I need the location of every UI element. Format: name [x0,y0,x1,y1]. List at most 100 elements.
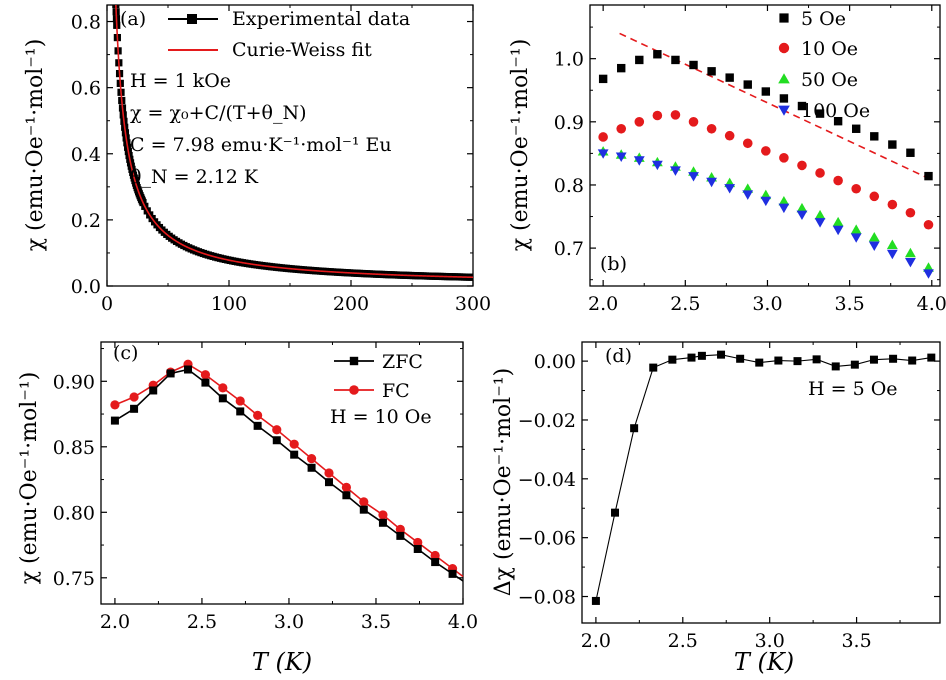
annotation: H = 5 Oe [808,378,898,400]
data-point [869,355,878,364]
data-point [906,148,915,157]
data-point [755,358,764,367]
data-point [218,394,227,403]
data-point [289,439,299,449]
series-100-oe [597,149,934,279]
y-tick-label: 0.0 [71,276,101,298]
data-point [670,166,681,176]
y-axis-label: χ (emu·Oe⁻¹·mol⁻¹) [23,39,48,252]
series-zfc [110,365,464,582]
data-point [598,74,608,84]
data-point [395,524,405,534]
data-point [129,392,139,402]
x-tick-label: 3.5 [835,293,865,315]
x-tick-label: 2.0 [100,611,130,633]
data-point [306,453,317,464]
data-point [671,55,680,65]
data-point [235,396,245,406]
panel-label: (a) [120,8,146,30]
data-point [725,73,734,82]
panel-label: (b) [600,253,627,275]
data-point [617,63,626,73]
data-point [831,362,840,371]
data-point [689,60,698,70]
y-tick-label: 1.0 [554,49,584,71]
data-point [687,353,696,362]
data-point [905,257,916,268]
series-10-oe [598,110,934,230]
x-axis-label: T (K) [252,648,312,676]
legend-label: 10 Oe [801,38,858,60]
data-point [342,491,351,500]
data-point [598,132,608,142]
panel-label: (d) [605,345,632,367]
panel-c: 2.0 2.5 3.0 3.5 4.0 0.75 0.80 0.85 0.90 ZFC FC H = … [17,341,478,676]
data-point [236,407,245,416]
data-point [670,110,681,120]
data-point [761,146,771,156]
annotation: H = 10 Oe [330,406,432,428]
series-5-oe [598,50,933,181]
data-point [793,357,802,366]
data-point [851,124,861,133]
series-50-oe [597,146,934,272]
plot-area [112,5,473,281]
data-point [742,138,753,149]
y-tick-label: 0.85 [53,437,95,459]
data-point [272,425,282,435]
data-point [615,152,627,162]
x-tick-label: 4.0 [917,293,946,315]
data-point [778,203,790,214]
data-point [886,239,898,250]
data-point [774,356,783,365]
legend-label: 50 Oe [801,69,858,91]
fit-line-5oe [619,32,933,181]
legend-marker [349,356,359,366]
series-delta-chi [591,350,936,605]
y-tick-label: 0.8 [71,12,101,34]
y-tick-label: −0.06 [518,528,576,550]
annotation: θ_N = 2.12 K [130,166,259,188]
x-tick-label: 4.0 [448,611,478,633]
x-tick-label: 200 [333,293,369,315]
data-point [814,209,826,220]
annotation: χ = χ₀+C/(T+θ_N) [130,102,306,124]
y-tick-label: 0.4 [71,144,101,166]
data-point [832,216,844,227]
data-point [378,518,387,527]
data-point [616,123,627,134]
data-point [430,550,440,561]
x-tick-label: 2.5 [668,630,698,652]
panel-d: 2.0 2.5 3.0 3.5 −0.08 −0.06 −0.04 −0.02 0.00 H = … [491,341,941,676]
data-point [797,101,807,111]
data-point [413,537,423,548]
data-point [717,350,726,359]
series-curie-weiss-fit [115,5,473,279]
data-point [591,596,600,605]
y-tick-label: 0.00 [534,351,576,373]
data-point [796,210,808,221]
data-point [378,510,388,520]
data-point [166,369,175,378]
data-point [184,365,193,374]
legend-label: ZFC [382,351,423,373]
data-point [905,207,916,218]
y-tick-label: 0.8 [554,175,584,197]
data-point [724,130,735,141]
data-point [341,482,351,493]
data-point [779,153,789,163]
series-line [114,368,464,582]
data-point [923,219,934,230]
data-point [697,351,706,360]
x-tick-label: 3.0 [755,630,785,652]
x-tick-label: 100 [211,293,247,315]
data-point [149,386,158,395]
legend-label: Experimental data [232,8,410,30]
y-tick-label: 0.75 [53,568,95,590]
data-point [812,355,821,364]
data-point [869,191,880,202]
data-point [668,355,677,364]
data-point [924,171,933,181]
x-tick-label: 3.0 [752,293,782,315]
data-point [706,123,717,134]
